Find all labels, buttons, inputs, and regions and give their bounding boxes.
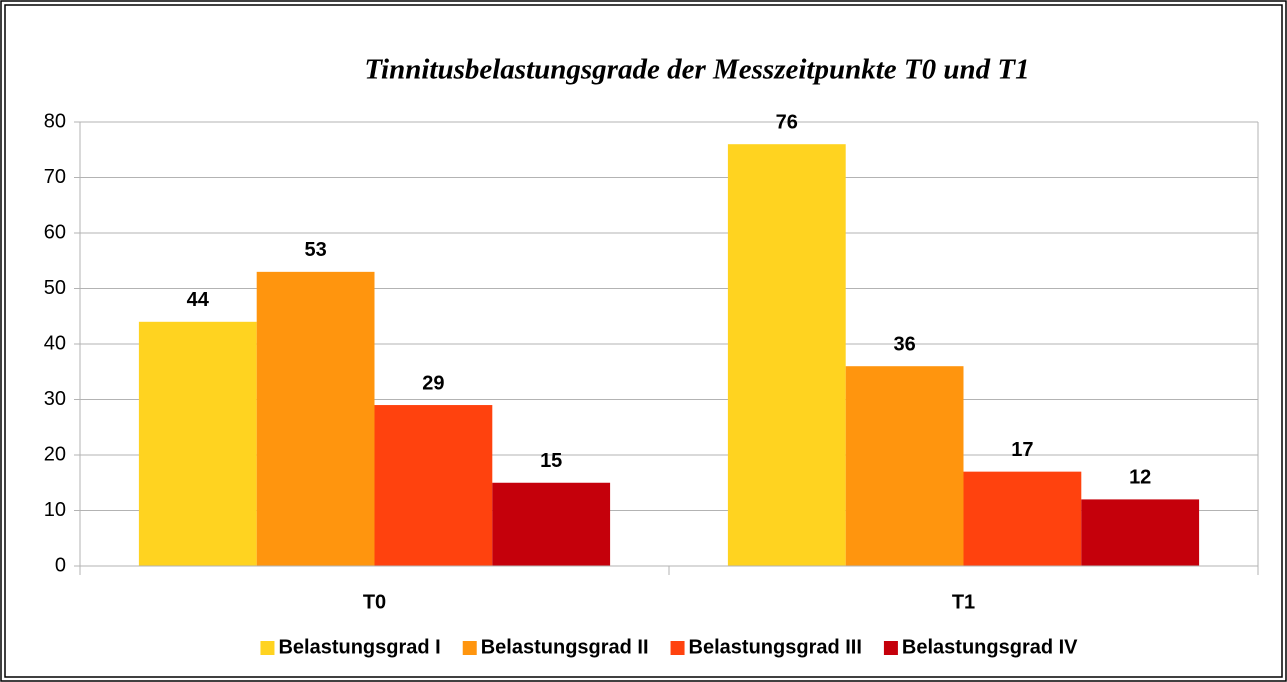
data-label: 29 bbox=[422, 372, 444, 394]
y-tick-label: 80 bbox=[44, 110, 66, 132]
data-label: 53 bbox=[304, 239, 326, 261]
y-tick-label: 20 bbox=[44, 443, 66, 465]
chart-title: Tinnitusbelastungsgrade der Messzeitpunk… bbox=[364, 54, 1029, 86]
x-tick-label: T1 bbox=[952, 591, 975, 613]
legend-label: Belastungsgrad I bbox=[278, 636, 440, 658]
y-tick-label: 40 bbox=[44, 332, 66, 354]
bar bbox=[138, 321, 257, 566]
legend-label: Belastungsgrad III bbox=[689, 636, 862, 658]
bar bbox=[1081, 499, 1200, 566]
y-tick-label: 10 bbox=[44, 499, 66, 521]
x-tick-label: T0 bbox=[363, 591, 386, 613]
data-label: 76 bbox=[776, 111, 798, 133]
legend-swatch bbox=[462, 641, 477, 655]
data-label: 17 bbox=[1011, 439, 1033, 461]
bar bbox=[492, 482, 611, 566]
y-tick-label: 0 bbox=[55, 554, 66, 576]
inner-frame bbox=[4, 4, 1283, 678]
legend-swatch bbox=[883, 641, 898, 655]
legend-label: Belastungsgrad II bbox=[481, 636, 649, 658]
y-tick-label: 60 bbox=[44, 221, 66, 243]
data-label: 44 bbox=[187, 289, 210, 311]
bar bbox=[374, 405, 493, 566]
data-label: 36 bbox=[893, 333, 915, 355]
y-tick-label: 30 bbox=[44, 388, 66, 410]
y-tick-label: 50 bbox=[44, 277, 66, 299]
data-label: 15 bbox=[540, 450, 562, 472]
legend-swatch bbox=[260, 641, 275, 655]
bar bbox=[256, 271, 375, 566]
bar bbox=[727, 144, 846, 566]
legend-swatch bbox=[670, 641, 685, 655]
bar bbox=[963, 471, 1082, 566]
y-tick-label: 70 bbox=[44, 166, 66, 188]
bar bbox=[845, 366, 964, 566]
data-label: 12 bbox=[1129, 467, 1151, 489]
legend-label: Belastungsgrad IV bbox=[902, 636, 1078, 658]
